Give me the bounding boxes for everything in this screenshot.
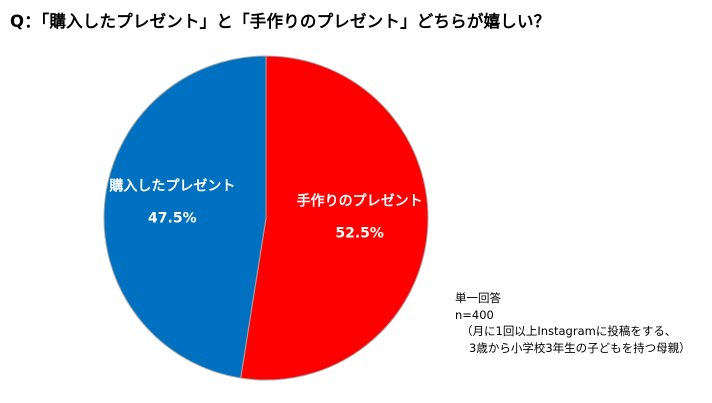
- slice-value-1: 52.5%: [335, 225, 384, 241]
- chart-title: Q：「購入したプレゼント」と「手作りのプレゼント」どちらが嬉しい？: [10, 12, 551, 31]
- population-note-line2: 3歳から小学校3年生の子どもを持つ母親）: [469, 340, 691, 355]
- slice-label-2: 購入したプレゼント: [108, 178, 235, 195]
- answer-type-note: 単一回答: [455, 291, 501, 305]
- population-note-line1: （月に1回以上Instagramに投稿をする、: [461, 324, 677, 338]
- survey-notes: 単一回答 n=400 （月に1回以上Instagramに投稿をする、 3歳から小…: [455, 290, 691, 356]
- slice-value-2: 47.5%: [148, 211, 197, 227]
- sample-size-note: n=400: [455, 307, 494, 322]
- pie-slices: [103, 55, 429, 381]
- slice-label-1: 手作りのプレゼント: [297, 192, 423, 209]
- pie-slice-2: [103, 55, 267, 379]
- pie-labels: 手作りのプレゼント 52.5% 購入したプレゼント 47.5%: [108, 178, 422, 242]
- pie-slice-1: [240, 55, 429, 381]
